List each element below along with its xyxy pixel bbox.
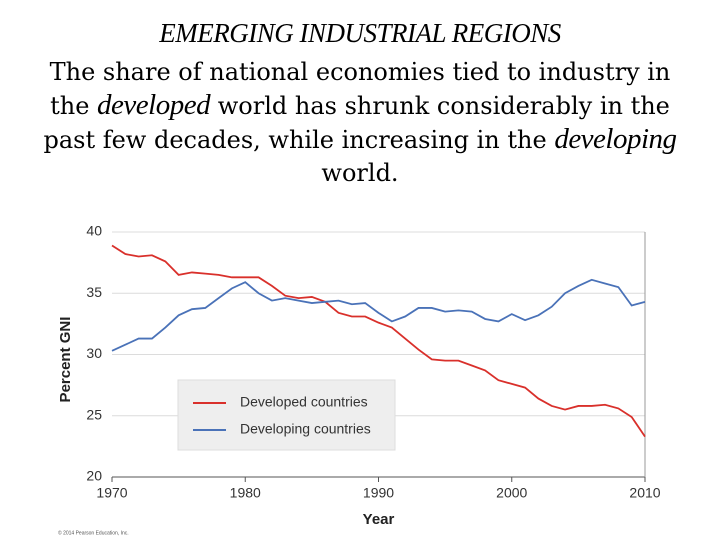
- legend-label: Developing countries: [240, 421, 371, 437]
- x-axis-label: Year: [363, 511, 395, 528]
- y-tick-label: 35: [86, 284, 102, 300]
- x-tick-label: 2000: [496, 485, 527, 501]
- x-tick-label: 2010: [629, 485, 660, 501]
- y-axis-label: Percent GNI: [57, 317, 74, 403]
- emphasis-text: developing: [554, 123, 677, 155]
- legend-label: Developed countries: [240, 394, 368, 410]
- body-text: The share of national economies tied to …: [49, 58, 679, 120]
- y-tick-label: 25: [86, 406, 102, 422]
- x-tick-label: 1970: [96, 485, 127, 501]
- series-line: [111, 278, 646, 352]
- y-tick-label: 20: [86, 468, 102, 484]
- y-tick-label: 40: [86, 223, 102, 239]
- emphasis-text: developed: [97, 89, 211, 121]
- y-tick-label: 30: [86, 345, 102, 361]
- x-tick-label: 1990: [363, 485, 394, 501]
- body-text: world.: [321, 126, 685, 187]
- slide-title: EMERGING INDUSTRIAL REGIONS: [159, 18, 561, 48]
- x-tick-label: 1980: [230, 485, 261, 501]
- series-line: [111, 244, 646, 438]
- body-text: world has shrunk considerably in the pas…: [43, 92, 678, 154]
- legend-box: [177, 379, 396, 451]
- slide-text: The share of national economies tied to …: [30, 56, 690, 190]
- credit: © 2014 Pearson Education, Inc.: [58, 529, 129, 536]
